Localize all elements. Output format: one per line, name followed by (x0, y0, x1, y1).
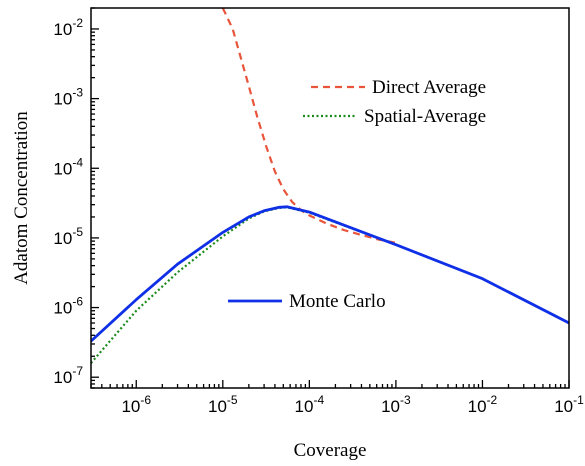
y-axis-ticks: 10-7 10-6 10-5 10-4 10-3 10-2 (53, 7, 99, 389)
legend-entry-spatial-average: Spatial-Average (303, 106, 486, 127)
x-tick-label: 10-2 (468, 393, 498, 416)
series-line-monte-carlo (91, 205, 569, 343)
legend-label: Monte Carlo (289, 291, 386, 312)
y-axis-title: Adatom Concentration (11, 111, 32, 285)
plot-frame (90, 7, 570, 389)
x-tick-label: 10-3 (381, 393, 411, 416)
x-tick-label: 10-4 (295, 393, 325, 416)
legend-label: Spatial-Average (364, 106, 486, 127)
y-tick-label: 10-4 (53, 155, 83, 178)
y-tick-label: 10-7 (53, 364, 83, 387)
legend-entry-direct-average: Direct Average (311, 77, 486, 98)
x-tick-label: 10-1 (554, 393, 584, 416)
y-tick-label: 10-5 (53, 225, 83, 248)
plot-curves (91, 8, 569, 364)
legend-label: Direct Average (372, 77, 486, 98)
legend-entry-monte-carlo: Monte Carlo (228, 291, 386, 312)
x-axis-ticks: 10-6 10-5 10-4 10-3 10-2 10-1 (90, 380, 584, 416)
x-axis-title: Coverage (294, 440, 367, 461)
y-tick-label: 10-2 (53, 16, 83, 39)
x-tick-label: 10-6 (121, 393, 151, 416)
y-tick-label: 10-6 (53, 295, 83, 318)
x-tick-label: 10-5 (208, 393, 238, 416)
legend: Direct Average Spatial-Average Monte Carlo (228, 77, 486, 312)
y-tick-label: 10-3 (53, 86, 83, 109)
